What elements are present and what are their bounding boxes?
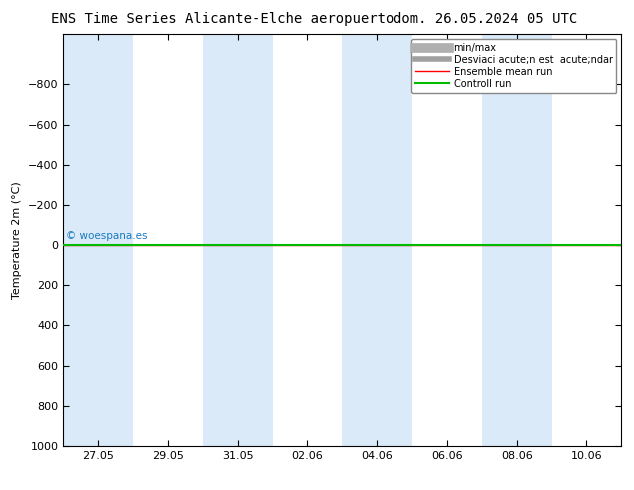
Bar xyxy=(63,34,133,446)
Legend: min/max, Desviaci acute;n est  acute;ndar, Ensemble mean run, Controll run: min/max, Desviaci acute;n est acute;ndar… xyxy=(411,39,616,93)
Text: © woespana.es: © woespana.es xyxy=(66,231,148,241)
Text: dom. 26.05.2024 05 UTC: dom. 26.05.2024 05 UTC xyxy=(393,12,578,26)
Bar xyxy=(203,34,273,446)
Text: ENS Time Series Alicante-Elche aeropuerto: ENS Time Series Alicante-Elche aeropuert… xyxy=(51,12,394,26)
Y-axis label: Temperature 2m (°C): Temperature 2m (°C) xyxy=(13,181,22,299)
Bar xyxy=(342,34,412,446)
Bar xyxy=(482,34,552,446)
